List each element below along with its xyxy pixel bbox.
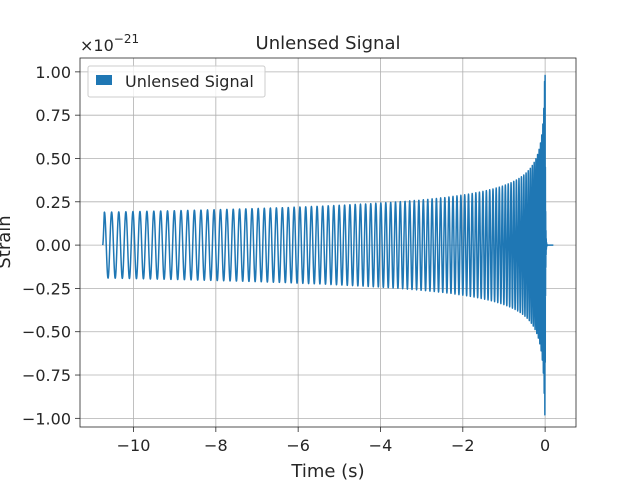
- y-tick-label: 0.00: [35, 236, 71, 255]
- signal-series: [101, 74, 554, 416]
- y-tick-label: −1.00: [22, 409, 71, 428]
- y-tick-label: −0.50: [22, 323, 71, 342]
- y-tick-label: 0.25: [35, 193, 71, 212]
- signal-line: [101, 74, 554, 416]
- y-axis-label: Strain: [0, 215, 15, 268]
- y-offset-text: ×10−21: [80, 32, 139, 55]
- y-tick-label: −0.25: [22, 279, 71, 298]
- x-axis-label: Time (s): [290, 461, 364, 480]
- chart-title: Unlensed Signal: [256, 33, 401, 54]
- plot-frame: [79, 57, 577, 428]
- x-tick-label: 0: [540, 436, 550, 455]
- x-tick-label: −2: [451, 436, 475, 455]
- x-tick-label: −4: [369, 436, 393, 455]
- legend-frame: [87, 65, 266, 98]
- x-tick-label: −8: [204, 436, 228, 455]
- x-tick-label: −10: [117, 436, 151, 455]
- y-tick-label: 0.75: [35, 106, 71, 125]
- y-offset-base: ×10: [80, 36, 114, 55]
- legend-label: Unlensed Signal: [125, 72, 254, 91]
- x-tick-label: −6: [286, 436, 310, 455]
- y-offset-exponent: −21: [114, 32, 139, 46]
- y-tick-label: 0.50: [35, 149, 71, 168]
- y-tick-label: 1.00: [35, 63, 71, 82]
- y-tick-label: −0.75: [22, 366, 71, 385]
- legend: Unlensed Signal: [87, 65, 266, 98]
- ticks: −10 −8 −6 −4 −2 0 1.00 0.75 0.50 0.25 0.00 −0.25 −0.…: [22, 63, 550, 455]
- legend-swatch: [96, 75, 112, 85]
